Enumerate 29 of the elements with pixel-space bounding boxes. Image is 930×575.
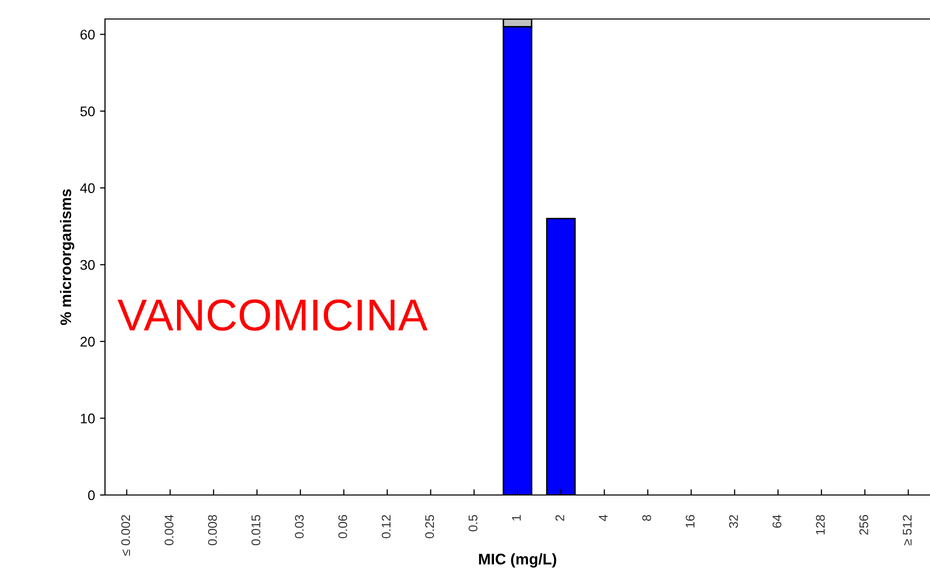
x-tick-label: 64 (772, 514, 782, 528)
y-tick-label: 30 (80, 260, 95, 270)
x-tick-label: 128 (816, 514, 825, 534)
x-tick-label: 2 (555, 515, 564, 521)
x-tick-label: 8 (642, 514, 652, 521)
x-axis-title: MIC (mg/L) (479, 553, 556, 568)
y-tick-label: 10 (80, 414, 95, 424)
x-tick-label: 0.5 (468, 514, 478, 532)
x-tick-label: 0.12 (382, 515, 391, 538)
x-tick-label: 0.03 (294, 514, 304, 538)
x-tick-label: 4 (598, 514, 608, 522)
x-tick-label: 32 (729, 515, 738, 528)
x-tick-label: ≥ 512 (902, 515, 912, 546)
x-tick-label: ≤ 0.002 (121, 515, 130, 556)
x-tick-label: 0.015 (251, 514, 260, 546)
x-tick-label: 0.008 (208, 514, 217, 546)
x-tick-label: 0.06 (338, 514, 348, 538)
y-tick-label: 60 (80, 30, 95, 40)
y-tick-label: 40 (80, 183, 95, 194)
annotation: VANCOMICINA (118, 299, 428, 331)
y-tick-label: 50 (80, 106, 95, 116)
y-tick-label: 0 (88, 490, 95, 500)
x-tick-label: 0.004 (164, 514, 174, 546)
y-axis-title: % microorganisms (60, 189, 74, 325)
x-tick-label: 16 (686, 514, 695, 528)
x-tick-label: 0.25 (425, 514, 434, 538)
x-tick-label: 1 (512, 515, 521, 520)
x-tick-label: 256 (859, 514, 868, 535)
y-tick-label: 20 (80, 336, 95, 347)
